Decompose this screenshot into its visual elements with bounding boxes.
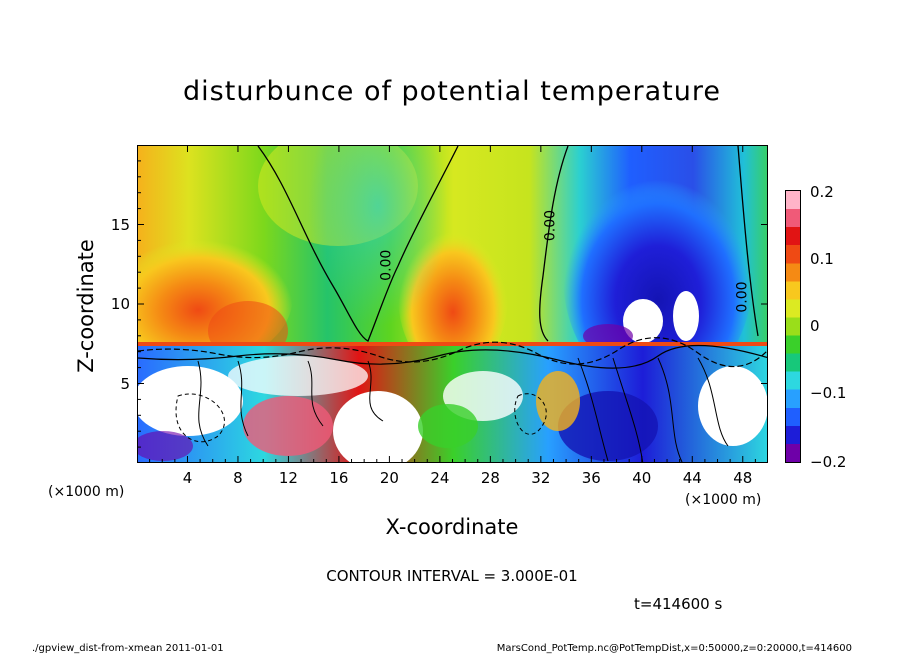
inversion-band <box>138 342 767 346</box>
contour-closed-dashed <box>175 393 547 443</box>
white-core-1 <box>623 299 663 343</box>
x-tick-label: 40 <box>632 469 652 487</box>
z-tick-label: 5 <box>120 374 130 393</box>
z-tick-label: 10 <box>110 295 130 313</box>
z-tick-label: 15 <box>110 215 130 234</box>
x-tick-label: 8 <box>233 469 243 487</box>
colorbar-tick-label: 0.1 <box>810 250 834 268</box>
tick-marks <box>137 145 768 463</box>
contour-lines-plumes <box>577 357 729 462</box>
x-tick-label: 24 <box>430 469 450 487</box>
contour-label: 0.00 <box>378 250 394 281</box>
footer-right: MarsCond_PotTemp.nc@PotTempDist,x=0:5000… <box>496 643 852 654</box>
contour-labels: 0.00 0.00 0.00 <box>378 210 750 313</box>
white-patch-1 <box>138 366 243 436</box>
green-plume <box>308 146 448 326</box>
x-tick-label: 4 <box>182 469 193 487</box>
plot-area: 0.00 0.00 0.00 <box>137 145 768 463</box>
z-unit-label: (×1000 m) <box>48 484 125 500</box>
x-tick-label: 28 <box>480 469 500 487</box>
chart-title: disturbunce of potential temperature <box>183 76 721 107</box>
colorbar-tick-label: −0.1 <box>810 384 847 402</box>
white-patch-2 <box>333 391 423 462</box>
pink-patch-1 <box>243 396 333 456</box>
x-tick-label: 16 <box>329 469 349 487</box>
contour-line-zero-2 <box>539 146 569 342</box>
x-tick-label: 44 <box>682 469 702 487</box>
colorbar-tick-label: 0 <box>810 317 820 335</box>
x-tick-label: 20 <box>379 469 399 487</box>
purple-patch-1 <box>138 431 193 461</box>
contour-line-zero-3 <box>737 146 759 337</box>
x-unit-label: (×1000 m) <box>685 492 762 508</box>
contour-line-zero-1 <box>257 146 459 342</box>
x-tick-label: 36 <box>581 469 601 487</box>
colorbar-tick-label: −0.2 <box>810 453 847 471</box>
x-tick-label: 12 <box>278 469 298 487</box>
blue-patch-1 <box>558 391 658 461</box>
x-tick-label: 48 <box>733 469 753 487</box>
white-patch-3 <box>228 356 368 396</box>
contour-label: 0.00 <box>734 281 750 312</box>
white-core-2 <box>673 291 699 341</box>
orange-patch-1 <box>536 371 580 431</box>
contour-line-dashed-1 <box>138 337 767 368</box>
x-tick-label: 32 <box>531 469 551 487</box>
contour-interval-text: CONTOUR INTERVAL = 3.000E-01 <box>326 567 578 585</box>
white-patch-5 <box>698 366 767 446</box>
contour-line-2 <box>138 344 767 369</box>
colorbar-tick-label: 0.2 <box>810 183 834 201</box>
heatmap-field: 0.00 0.00 0.00 <box>138 146 767 462</box>
x-axis-label: X-coordinate <box>385 515 519 539</box>
footer-left: ./gpview_dist-from-xmean 2011-01-01 <box>32 643 224 654</box>
contour-label: 0.00 <box>542 210 558 241</box>
z-axis-label: Z-coordinate <box>74 239 98 373</box>
time-stamp: t=414600 s <box>634 595 723 613</box>
green-patch-1 <box>418 404 478 448</box>
contour-lines-cells <box>197 360 384 447</box>
colorbar <box>785 190 801 463</box>
